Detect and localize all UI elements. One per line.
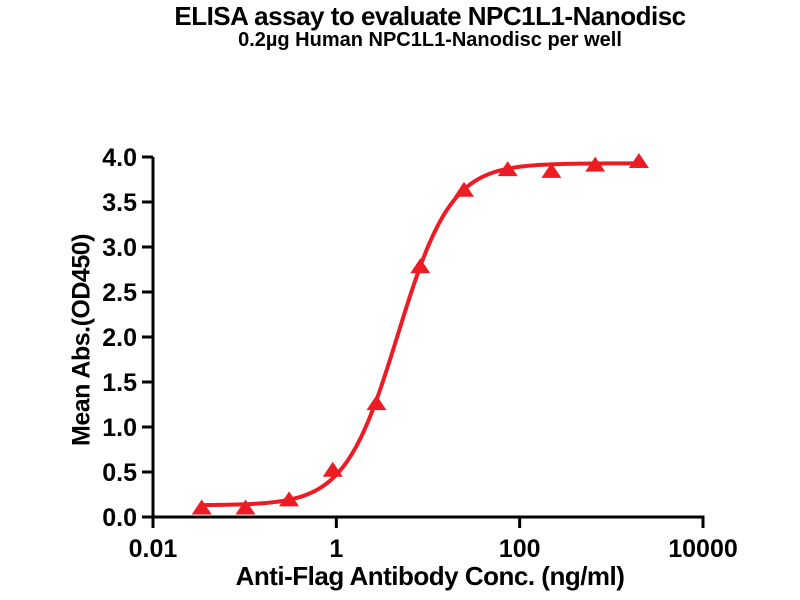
fit-curve-group — [199, 161, 641, 508]
data-point-marker — [410, 258, 431, 274]
y-axis-label: Mean Abs.(OD450) — [67, 234, 96, 446]
x-tick-label: 100 — [499, 535, 541, 563]
fit-curve — [199, 161, 641, 508]
data-point-markers — [191, 153, 649, 515]
x-tick-label: 1 — [329, 535, 343, 563]
x-axis-ticks: 0.01 1 100 10000 — [129, 517, 738, 563]
data-point-marker — [585, 156, 606, 172]
y-tick-label: 2.0 — [102, 324, 137, 352]
data-point-marker — [279, 491, 300, 507]
data-point-marker — [453, 181, 474, 197]
data-point-marker — [628, 153, 649, 168]
y-tick-label: 0.5 — [102, 459, 137, 487]
x-tick-label: 10000 — [668, 535, 738, 563]
chart-title: ELISA assay to evaluate NPC1L1-Nanodisc — [174, 1, 686, 31]
y-tick-label: 2.5 — [102, 279, 137, 307]
data-point-marker — [541, 162, 562, 178]
data-point-marker — [235, 499, 256, 515]
data-point-marker — [191, 499, 212, 515]
y-tick-label: 0.0 — [102, 504, 137, 532]
data-point-marker — [497, 161, 518, 177]
y-tick-label: 1.5 — [102, 369, 137, 397]
y-tick-label: 3.5 — [102, 189, 137, 217]
y-axis-ticks: 0.0 0.5 1.0 1.5 2.0 2.5 3.0 3.5 4.0 — [102, 144, 153, 532]
axes — [151, 157, 705, 519]
data-point-marker — [322, 461, 343, 477]
y-tick-label: 3.0 — [102, 234, 137, 262]
x-tick-label: 0.01 — [129, 535, 178, 563]
chart-subtitle: 0.2µg Human NPC1L1-Nanodisc per well — [238, 29, 622, 51]
y-tick-label: 4.0 — [102, 144, 137, 172]
data-point-marker — [366, 395, 387, 411]
x-axis-label: Anti-Flag Antibody Conc. (ng/ml) — [235, 561, 625, 591]
y-tick-label: 1.0 — [102, 414, 137, 442]
